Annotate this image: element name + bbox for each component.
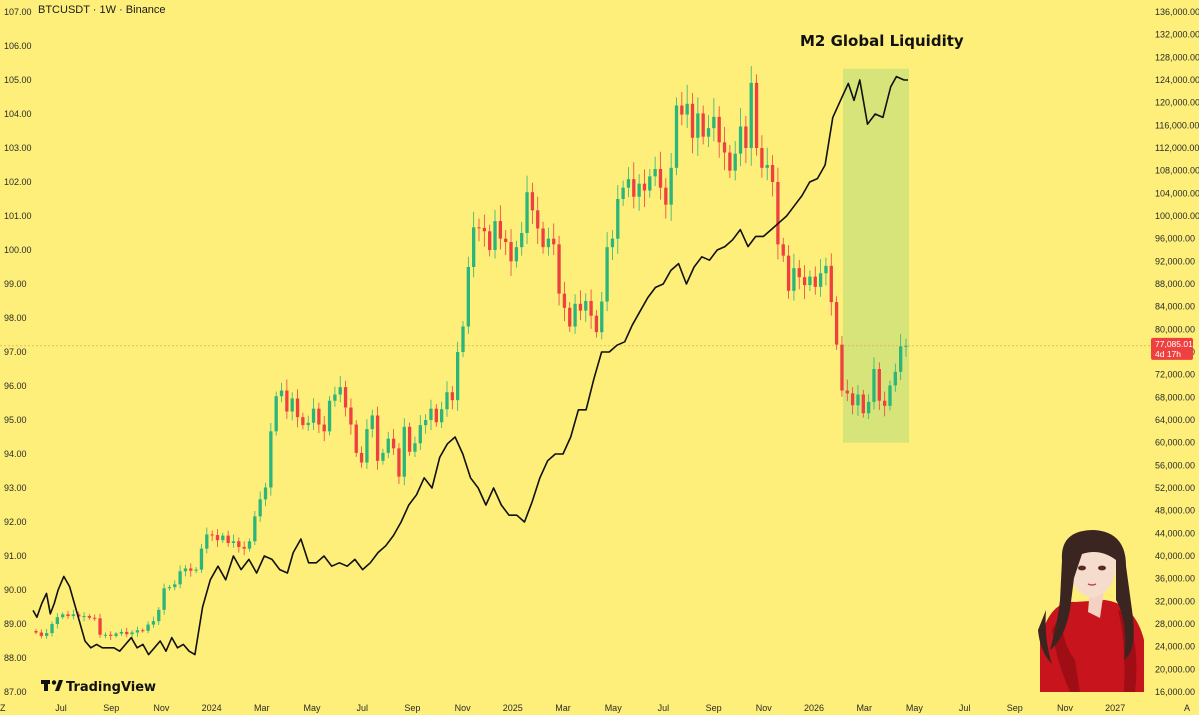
left-axis-tick-label: 98.00 <box>4 313 27 323</box>
x-axis-tick-label: Sep <box>706 703 722 713</box>
right-axis-tick-label: 116,000.00 <box>1155 120 1199 130</box>
btc-candle <box>328 396 331 435</box>
left-axis-tick-label: 100.00 <box>4 245 32 255</box>
x-axis-tick-label: Nov <box>1057 703 1074 713</box>
x-axis-tick-label: Jul <box>658 703 670 713</box>
btc-candle <box>755 74 758 155</box>
left-axis-tick-label: 87.00 <box>4 687 27 697</box>
x-axis-tick-label: Jul <box>55 703 67 713</box>
right-axis-tick-label: 92,000.00 <box>1155 256 1195 266</box>
left-axis-tick-label: 92.00 <box>4 517 27 527</box>
left-axis-tick-label: 95.00 <box>4 415 27 425</box>
right-axis-tick-label: 124,000.00 <box>1155 75 1199 85</box>
highlight-zone-layer <box>843 69 909 443</box>
right-axis-tick-label: 56,000.00 <box>1155 460 1195 470</box>
left-axis-tick-label: 104.00 <box>4 109 32 119</box>
left-axis-tick-label: 103.00 <box>4 143 32 153</box>
x-axis-tick-label: Sep <box>103 703 119 713</box>
x-axis-tick-label: A <box>1184 703 1190 713</box>
btc-candle <box>840 336 843 397</box>
current-price-label: 77,085.01 <box>1155 339 1193 349</box>
right-axis-tick-label: 72,000.00 <box>1155 370 1195 380</box>
x-axis-tick-label: Nov <box>153 703 170 713</box>
right-axis-tick-label: 80,000.00 <box>1155 324 1195 334</box>
left-axis-tick-label: 94.00 <box>4 449 27 459</box>
right-axis-tick-label: 48,000.00 <box>1155 506 1195 516</box>
x-axis-tick-label: Mar <box>254 703 270 713</box>
left-axis-tick-label: 106.00 <box>4 41 32 51</box>
right-axis-tick-label: 108,000.00 <box>1155 166 1199 176</box>
right-axis-tick-label: 44,000.00 <box>1155 528 1195 538</box>
anime-girl-avatar <box>1038 530 1144 692</box>
btc-candle <box>275 392 278 436</box>
x-axis-tick-label: 2026 <box>804 703 824 713</box>
right-axis-tick-label: 96,000.00 <box>1155 234 1195 244</box>
right-axis-tick-label: 136,000.00 <box>1155 7 1199 17</box>
right-axis-tick-label: 120,000.00 <box>1155 98 1199 108</box>
symbol-title[interactable]: BTCUSDT · 1W · Binance <box>38 4 166 16</box>
x-axis-tick-label: May <box>303 703 321 713</box>
right-axis-tick-label: 104,000.00 <box>1155 188 1199 198</box>
btc-candle <box>835 296 838 350</box>
btc-candle <box>408 423 411 456</box>
btc-candle <box>467 257 470 334</box>
right-axis-tick-label: 40,000.00 <box>1155 551 1195 561</box>
right-axis-tick-label: 64,000.00 <box>1155 415 1195 425</box>
right-axis-tick-label: 20,000.00 <box>1155 664 1195 674</box>
brand-name: TradingView <box>66 680 156 695</box>
btc-candle <box>376 407 379 470</box>
x-axis-tick-label: Sep <box>404 703 420 713</box>
left-axis-tick-label: 89.00 <box>4 619 27 629</box>
x-axis-tick-label: May <box>906 703 924 713</box>
btc-candle <box>403 418 406 485</box>
x-axis-tick-label: Nov <box>455 703 472 713</box>
highlight-zone <box>843 69 909 443</box>
x-axis-tick-label: Jul <box>959 703 971 713</box>
left-axis-tick-label: 105.00 <box>4 75 32 85</box>
x-axis-tick-label: May <box>605 703 623 713</box>
right-axis-tick-label: 32,000.00 <box>1155 596 1195 606</box>
right-axis-tick-label: 112,000.00 <box>1155 143 1199 153</box>
right-axis-tick-label: 28,000.00 <box>1155 619 1195 629</box>
right-axis-tick-label: 24,000.00 <box>1155 642 1195 652</box>
x-axis-tick-label: 2024 <box>202 703 222 713</box>
x-axis-tick-label: Sep <box>1007 703 1023 713</box>
x-axis-tick-label: Mar <box>856 703 872 713</box>
m2-annotation-label: M2 Global Liquidity <box>800 32 964 50</box>
btc-candle <box>355 420 358 457</box>
left-axis-tick-label: 96.00 <box>4 381 27 391</box>
x-axis-tick-label: Z <box>0 703 6 713</box>
x-axis-tick-label: Nov <box>756 703 773 713</box>
right-axis-tick-label: 84,000.00 <box>1155 302 1195 312</box>
x-axis-tick-label: 2025 <box>503 703 523 713</box>
right-axis-tick-label: 132,000.00 <box>1155 30 1199 40</box>
x-axis-tick-label: Jul <box>356 703 368 713</box>
left-axis-tick-label: 107.00 <box>4 7 32 17</box>
right-axis-tick-label: 52,000.00 <box>1155 483 1195 493</box>
left-axis-tick-label: 99.00 <box>4 279 27 289</box>
right-axis-tick-label: 36,000.00 <box>1155 574 1195 584</box>
left-axis-tick-label: 90.00 <box>4 585 27 595</box>
right-axis-tick-label: 128,000.00 <box>1155 52 1199 62</box>
current-price-tag: 77,085.01 4d 17h <box>1151 338 1193 360</box>
right-axis-tick-label: 88,000.00 <box>1155 279 1195 289</box>
countdown-label: 4d 17h <box>1155 349 1181 359</box>
left-axis-tick-label: 93.00 <box>4 483 27 493</box>
left-axis-tick-label: 88.00 <box>4 653 27 663</box>
btc-candle <box>675 97 678 175</box>
right-axis-tick-label: 60,000.00 <box>1155 438 1195 448</box>
right-axis-tick-label: 68,000.00 <box>1155 392 1195 402</box>
x-axis-tick-label: Mar <box>555 703 571 713</box>
right-axis-tick-label: 16,000.00 <box>1155 687 1195 697</box>
left-axis-tick-label: 97.00 <box>4 347 27 357</box>
left-axis-tick-label: 91.00 <box>4 551 27 561</box>
left-axis-tick-label: 101.00 <box>4 211 32 221</box>
left-axis-tick-label: 102.00 <box>4 177 32 187</box>
btc-candle <box>269 423 272 496</box>
right-axis-tick-label: 100,000.00 <box>1155 211 1199 221</box>
x-axis-tick-label: 2027 <box>1105 703 1125 713</box>
